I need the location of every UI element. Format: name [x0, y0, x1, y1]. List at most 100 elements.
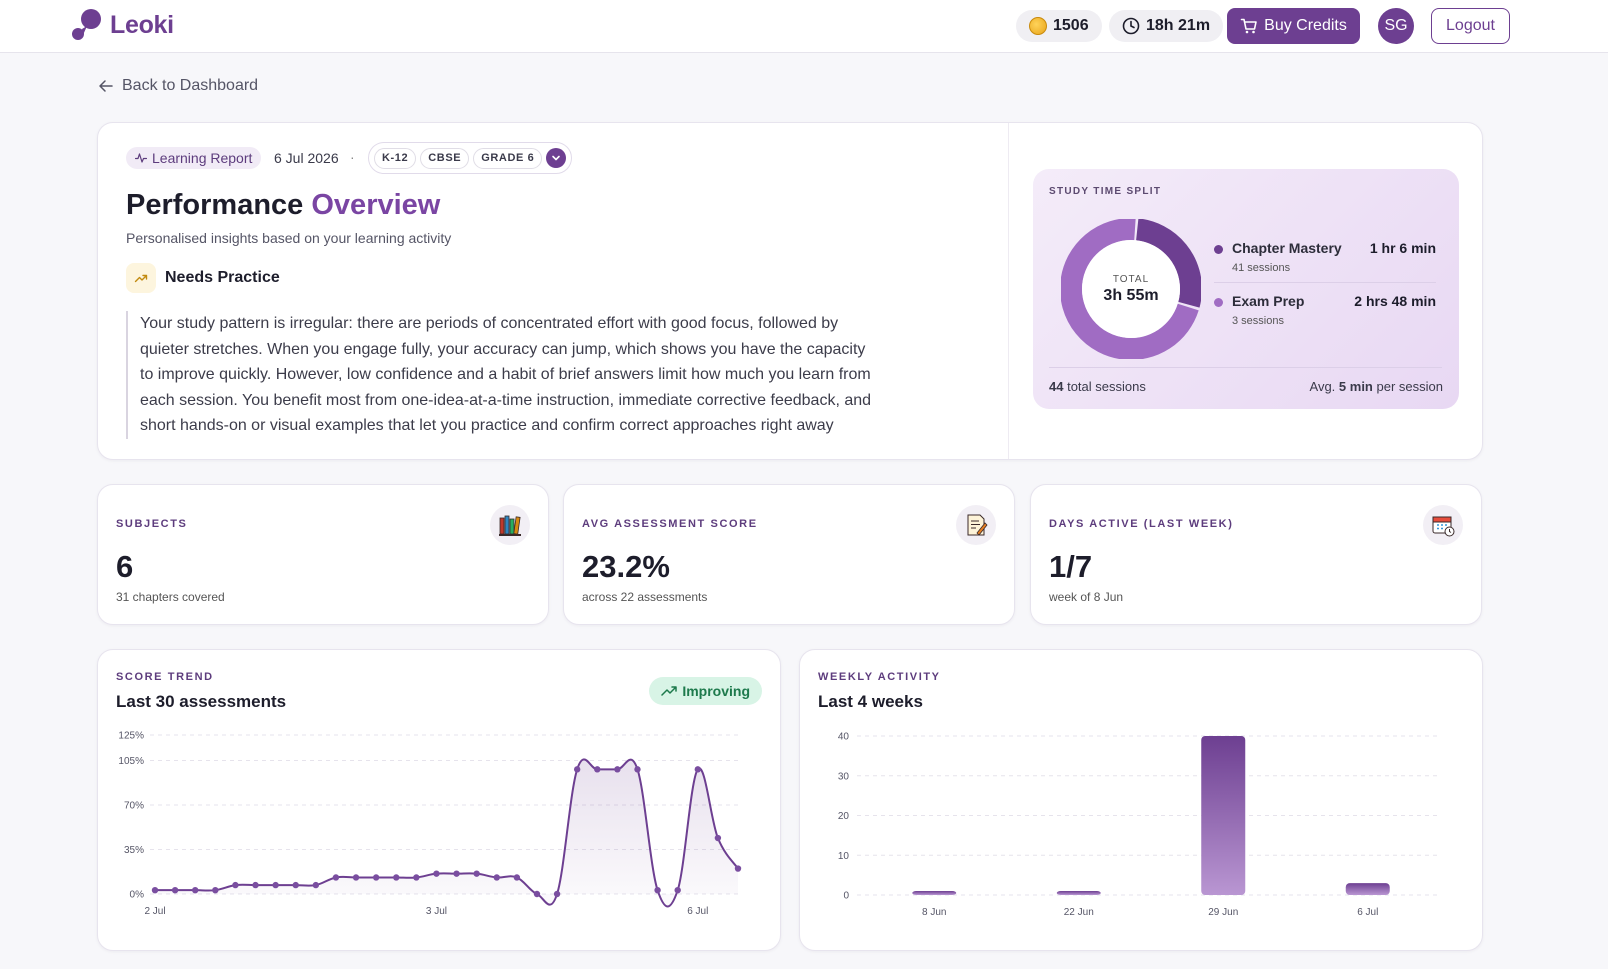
- stat-label: DAYS ACTIVE (LAST WEEK): [1049, 518, 1234, 530]
- stat-card-avg-score: AVG ASSESSMENT SCORE 23.2% across 22 ass…: [563, 484, 1015, 625]
- y-tick-label: 0: [843, 891, 849, 902]
- chart-title: Last 4 weeks: [818, 692, 923, 711]
- stat-value: 6: [116, 549, 134, 584]
- score-point[interactable]: [352, 874, 360, 881]
- score-point[interactable]: [312, 881, 320, 889]
- stat-sub: week of 8 Jun: [1049, 590, 1124, 604]
- score-point[interactable]: [553, 890, 561, 898]
- x-tick-label: 22 Jun: [1064, 907, 1094, 918]
- score-point[interactable]: [674, 886, 681, 894]
- activity-bar[interactable]: [912, 891, 957, 895]
- activity-bar[interactable]: [1201, 736, 1246, 895]
- score-point[interactable]: [694, 766, 701, 773]
- stat-card-days-active: DAYS ACTIVE (LAST WEEK) 1/7 week of 8 Ju…: [1030, 484, 1482, 625]
- tag-board: CBSE: [420, 147, 470, 169]
- activity-bar[interactable]: [1056, 891, 1101, 895]
- score-point[interactable]: [734, 865, 742, 872]
- stat-label: SUBJECTS: [116, 518, 188, 530]
- legend-value: 1 hr 6 min: [1369, 240, 1436, 256]
- weekly-activity-chart: 0 10 20 30 40 8 Jun 22 Jun 29 Jun 6 Jul: [838, 732, 1440, 918]
- legend-sessions: 3 sessions: [1232, 315, 1284, 327]
- score-point[interactable]: [453, 870, 460, 877]
- score-point[interactable]: [513, 874, 521, 881]
- score-point[interactable]: [614, 766, 621, 773]
- user-avatar[interactable]: SG: [1378, 8, 1414, 44]
- buy-credits-button[interactable]: Buy Credits: [1227, 8, 1360, 44]
- back-label: Back to Dashboard: [122, 77, 259, 94]
- total-sessions-count: 44: [1049, 379, 1064, 394]
- y-tick-label: 0%: [130, 890, 145, 901]
- status-label: Needs Practice: [165, 269, 280, 286]
- trend-up-icon: [126, 263, 156, 293]
- top-navbar: Leoki 1506 18h 21m Buy Credits SG Logout: [0, 0, 1608, 53]
- score-point[interactable]: [433, 870, 440, 877]
- score-point[interactable]: [594, 766, 601, 773]
- x-tick-label: 6 Jul: [687, 906, 708, 917]
- y-tick-label: 40: [838, 732, 850, 743]
- insight-text: Your study pattern is irregular: there a…: [126, 311, 876, 439]
- page-subtitle: Personalised insights based on your lear…: [126, 230, 452, 246]
- score-point[interactable]: [272, 881, 279, 889]
- score-point[interactable]: [393, 874, 400, 881]
- score-point[interactable]: [192, 886, 199, 894]
- score-point[interactable]: [634, 766, 641, 773]
- date-separator: ·: [350, 149, 355, 165]
- score-point[interactable]: [533, 890, 541, 898]
- page-title-plain: Performance: [126, 189, 304, 221]
- books-icon: [490, 505, 530, 545]
- improving-badge: Improving: [649, 677, 762, 705]
- time-pill: 18h 21m: [1109, 10, 1224, 42]
- report-date: 6 Jul 2026: [274, 150, 339, 166]
- clock-icon: [1122, 17, 1140, 35]
- curriculum-tags[interactable]: K-12 CBSE GRADE 6: [368, 142, 573, 174]
- stat-card-subjects: SUBJECTS 6 31 chapters covered: [97, 484, 549, 625]
- credits-pill: 1506: [1016, 10, 1102, 42]
- avg-prefix: Avg.: [1309, 379, 1336, 394]
- legend-divider: [1214, 282, 1436, 283]
- score-point[interactable]: [332, 874, 340, 881]
- app-name: Leoki: [110, 10, 174, 39]
- donut-segment-0: [1061, 219, 1201, 359]
- score-point[interactable]: [151, 886, 159, 894]
- activity-bar[interactable]: [1345, 883, 1390, 895]
- y-tick-label: 30: [838, 771, 850, 782]
- score-point[interactable]: [493, 874, 500, 881]
- tag-grade: GRADE 6: [473, 147, 543, 169]
- time-remaining: 18h 21m: [1146, 17, 1211, 34]
- score-point[interactable]: [654, 886, 661, 894]
- score-point[interactable]: [292, 881, 299, 889]
- leoki-logo-icon: [72, 9, 101, 40]
- learning-report-label: Learning Report: [152, 150, 253, 166]
- app-logo[interactable]: Leoki: [68, 7, 174, 43]
- y-tick-label: 10: [838, 851, 850, 862]
- donut-center: TOTAL 3h 55m: [1061, 219, 1201, 359]
- score-point[interactable]: [252, 881, 259, 889]
- score-point[interactable]: [212, 886, 219, 894]
- split-title: STUDY TIME SPLIT: [1049, 186, 1162, 197]
- cart-icon: [1240, 18, 1257, 34]
- card-divider: [1008, 123, 1009, 459]
- avg-value: 5 min: [1338, 379, 1373, 394]
- chart-eyebrow: WEEKLY ACTIVITY: [818, 671, 941, 683]
- trend-up-icon: [661, 686, 678, 696]
- score-point[interactable]: [413, 874, 420, 881]
- score-point[interactable]: [473, 870, 480, 877]
- stat-value: 23.2%: [582, 549, 670, 584]
- buy-credits-label: Buy Credits: [1264, 17, 1347, 34]
- score-point[interactable]: [171, 886, 179, 894]
- score-point[interactable]: [714, 834, 722, 842]
- score-point[interactable]: [573, 766, 581, 773]
- legend-dot: [1214, 245, 1223, 254]
- back-to-dashboard-link[interactable]: Back to Dashboard: [98, 77, 258, 95]
- avg-session: Avg. 5 min per session: [1310, 379, 1443, 394]
- score-point[interactable]: [372, 874, 380, 881]
- x-tick-label: 6 Jul: [1357, 907, 1378, 918]
- assessment-icon: [956, 505, 996, 545]
- learning-report-tag: Learning Report: [126, 147, 262, 169]
- score-point[interactable]: [232, 881, 239, 889]
- logout-button[interactable]: Logout: [1431, 8, 1510, 44]
- score-trend-card: SCORE TREND Last 30 assessments Improvin…: [97, 649, 781, 951]
- stat-sub: 31 chapters covered: [116, 590, 225, 604]
- chevron-down-icon[interactable]: [546, 148, 567, 168]
- performance-overview-card: Learning Report 6 Jul 2026 · K-12 CBSE G…: [97, 122, 1483, 460]
